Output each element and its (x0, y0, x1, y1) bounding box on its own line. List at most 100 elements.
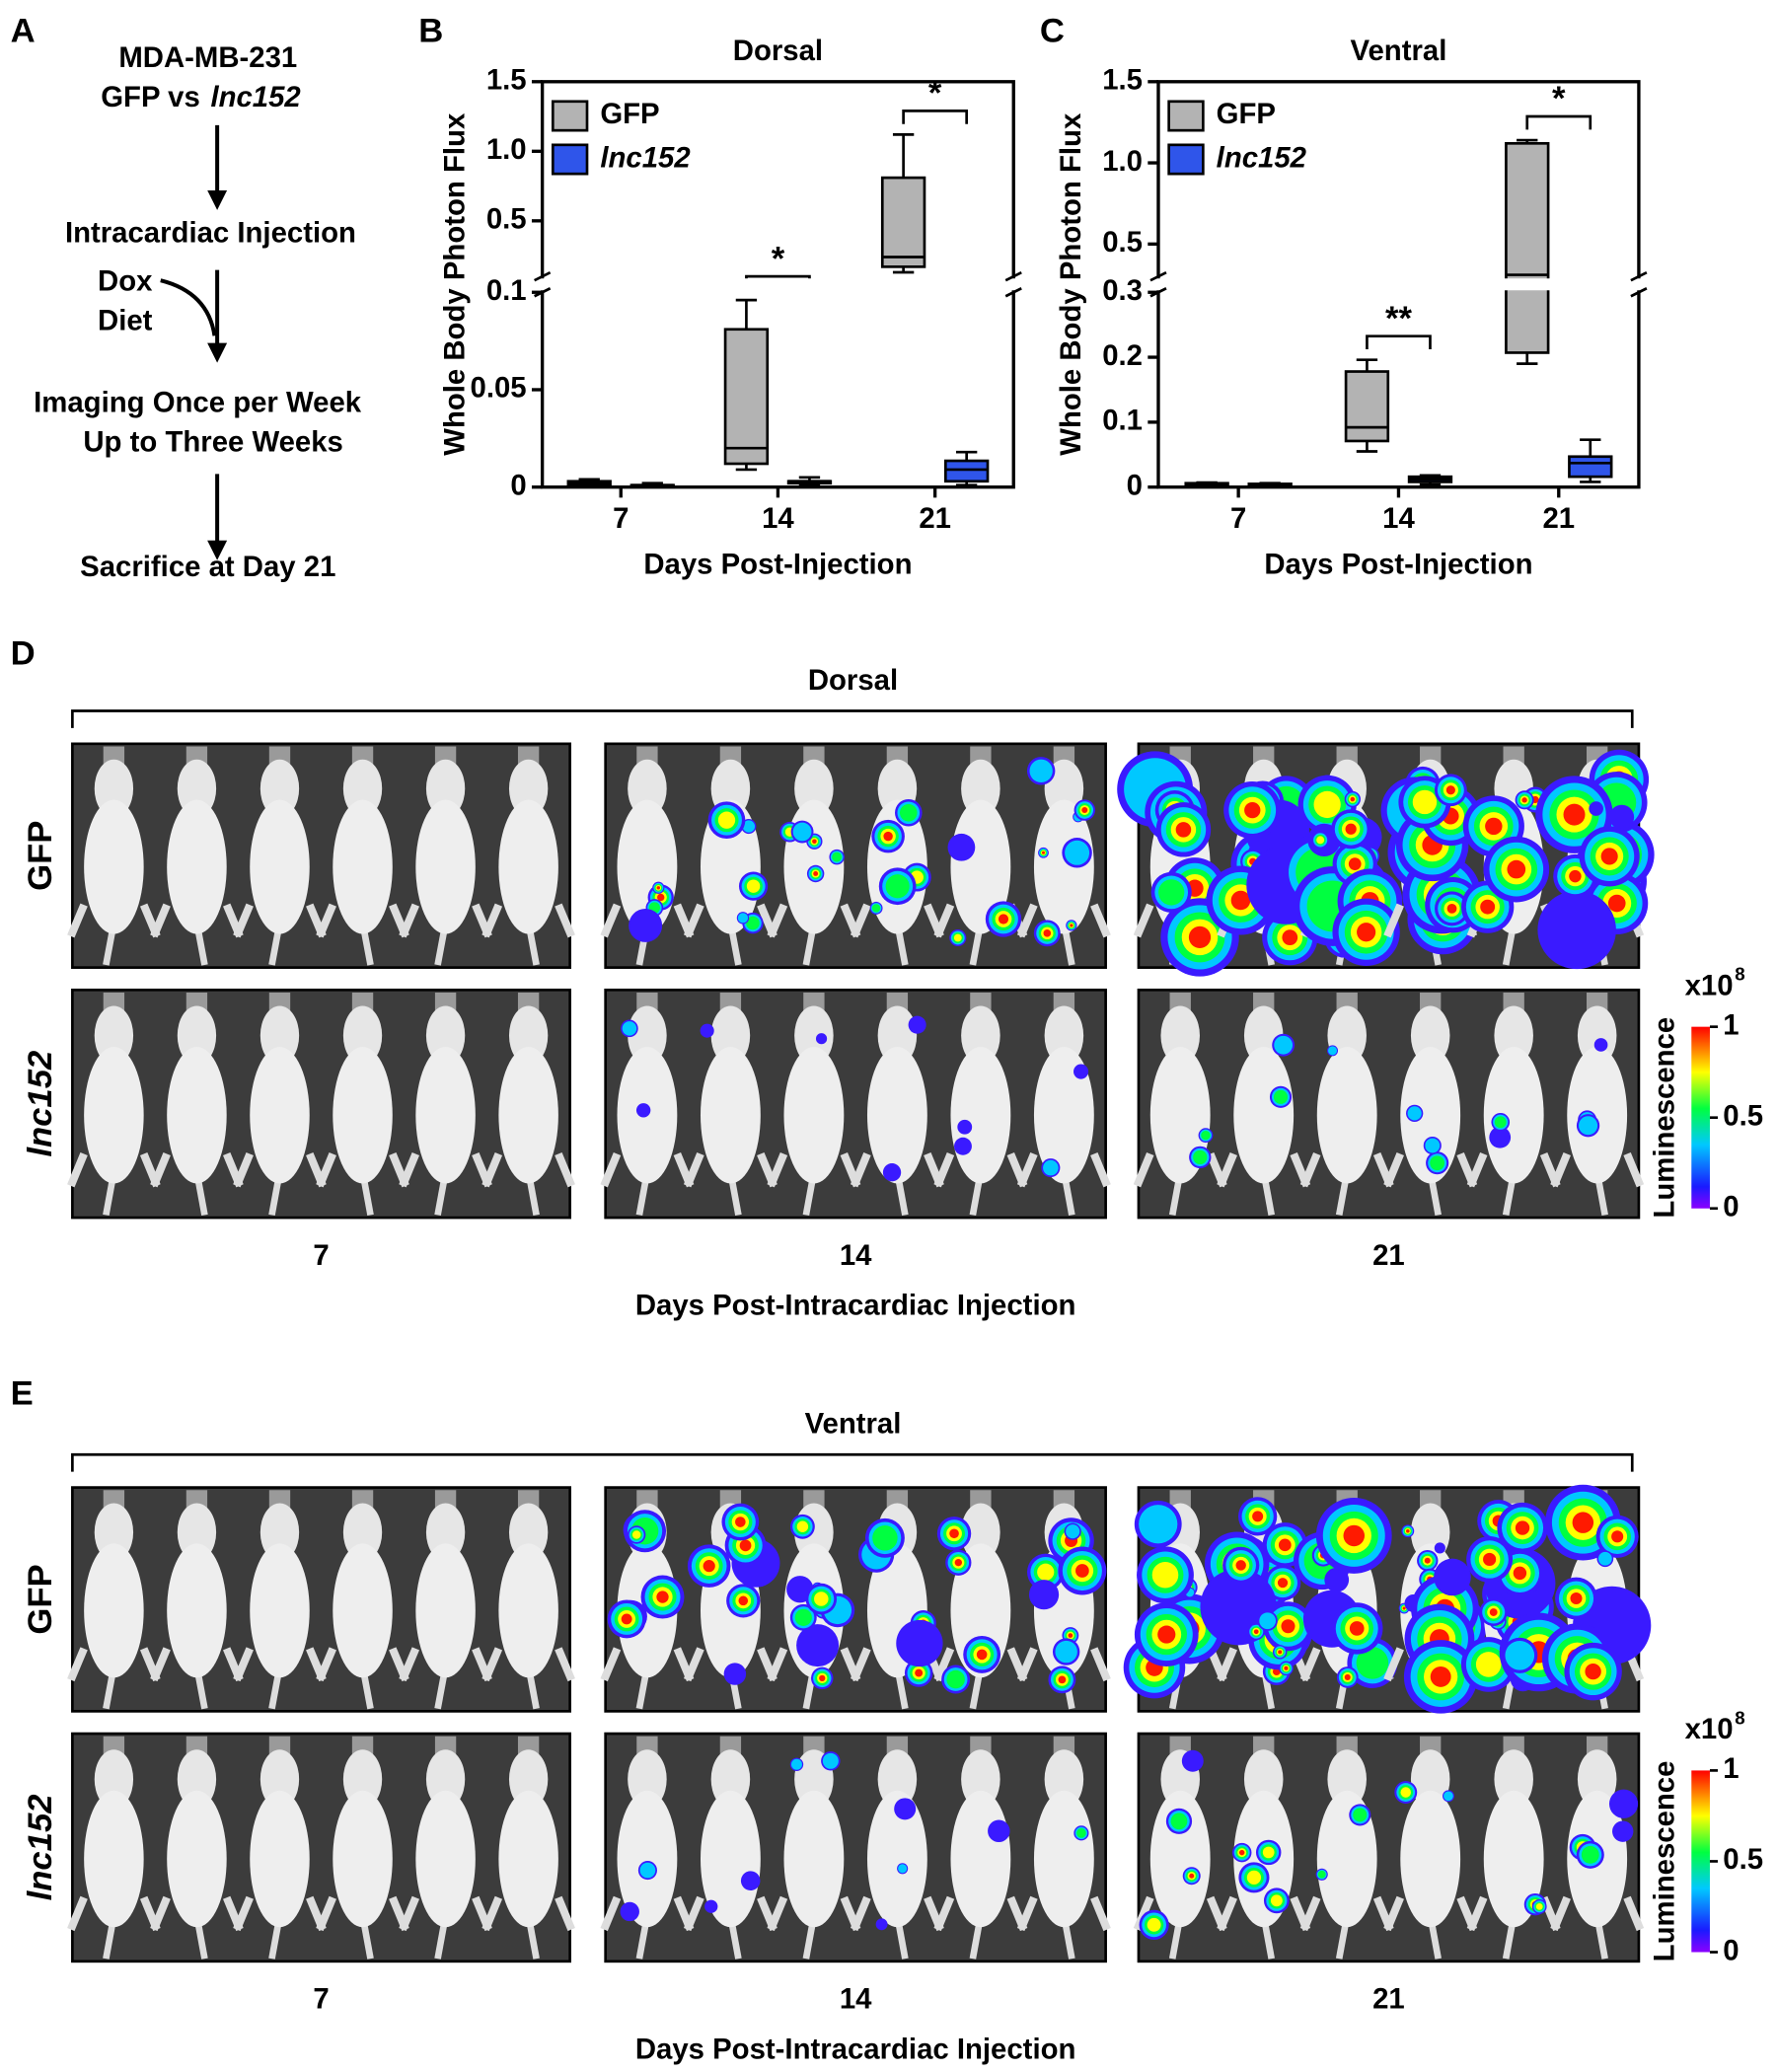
mouse-body (783, 1047, 845, 1184)
mouse-body (333, 1790, 393, 1928)
mouse-body (1483, 1047, 1544, 1184)
signal (894, 1798, 917, 1820)
leg (850, 1151, 871, 1188)
y-tick-label: 0.3 (1102, 274, 1143, 307)
signal (1597, 1551, 1612, 1566)
leg (1550, 1151, 1571, 1188)
leg (67, 1151, 88, 1188)
mouse-body (1400, 1790, 1461, 1928)
mouse-body (250, 1047, 310, 1184)
leg (233, 1895, 254, 1932)
mouse-head (1577, 1005, 1617, 1066)
signal (1282, 929, 1298, 946)
leg (683, 1895, 704, 1932)
panel-label: A (11, 13, 36, 50)
signal (1313, 790, 1341, 819)
signal (1230, 890, 1251, 911)
legend-swatch (1167, 100, 1205, 132)
box (943, 459, 990, 483)
y-tick-label: 1.0 (486, 133, 527, 166)
signal (1058, 1675, 1067, 1684)
signal (957, 1119, 973, 1135)
leg (600, 903, 622, 938)
signal (1073, 1064, 1089, 1079)
x-axis-label: Days Post-Intracardiac Injection (635, 1290, 1076, 1322)
mouse-head (177, 1503, 217, 1562)
image-panel (600, 1732, 1111, 1963)
image-panel (67, 1732, 575, 1963)
leg (1466, 1895, 1488, 1932)
leg (67, 1895, 88, 1932)
image-panel (600, 1486, 1111, 1713)
leg (1133, 1151, 1154, 1188)
leg (316, 903, 336, 938)
mouse-head (508, 1005, 549, 1066)
signal (1037, 1563, 1055, 1581)
leg (1383, 1151, 1404, 1188)
flow-text: MDA-MB-231 (118, 41, 297, 74)
significance-bracket (1366, 334, 1432, 350)
mouse-head (508, 759, 549, 818)
signal (1407, 1106, 1422, 1121)
leg (150, 1151, 171, 1188)
signal (1356, 1647, 1389, 1679)
signal (1188, 925, 1212, 949)
panel-title: Dorsal (808, 664, 898, 697)
signal (1345, 823, 1357, 835)
row-label: GFP (22, 1564, 59, 1634)
signal (1170, 1813, 1188, 1830)
y-tick-label: 1.5 (486, 64, 527, 97)
mouse-body (167, 799, 227, 934)
column-label: 21 (1372, 1239, 1405, 1272)
signal (735, 1517, 746, 1527)
signal (1139, 1505, 1178, 1544)
leg (683, 1647, 704, 1682)
panel-title: Ventral (805, 1408, 902, 1441)
mouse-body (167, 1790, 227, 1928)
signal (1041, 851, 1045, 854)
signal (717, 811, 736, 829)
signal (1483, 1552, 1497, 1567)
mouse-body (415, 799, 476, 934)
signal (1581, 1845, 1599, 1864)
flow-text: Up to Three Weeks (83, 425, 342, 458)
mouse-head (342, 759, 383, 818)
image-panel (600, 742, 1111, 969)
signal (1029, 759, 1053, 782)
image-panel (1133, 988, 1645, 1220)
leg (933, 1151, 955, 1188)
leg (1217, 1895, 1237, 1932)
colorbar-multiplier: x10 (1685, 969, 1734, 1001)
mouse-head (877, 1749, 918, 1810)
signal (1278, 1538, 1292, 1552)
column-label: 21 (1372, 1983, 1405, 2016)
signal (814, 1591, 829, 1606)
mouse-head (177, 1005, 217, 1066)
mouse-head (425, 1005, 466, 1066)
colorbar-label: Luminescence (1649, 1017, 1681, 1219)
leg (555, 903, 575, 938)
leg (555, 1895, 575, 1932)
leg (233, 903, 254, 938)
column-label: 14 (840, 1239, 872, 1272)
significance-bracket (902, 110, 968, 124)
signal (742, 820, 756, 833)
signal (1348, 857, 1362, 870)
x-tick-label: 21 (1542, 502, 1575, 535)
mouse-body (617, 1790, 678, 1928)
mouse-body (1233, 1047, 1295, 1184)
signal (915, 1668, 924, 1677)
chart-title: Dorsal (733, 35, 823, 67)
mouse-body (1567, 1047, 1628, 1184)
image-panel (67, 1486, 575, 1713)
mouse-head (177, 759, 217, 818)
leg (316, 1151, 336, 1188)
signal (1281, 1619, 1296, 1634)
signal (1424, 1557, 1431, 1564)
signal (1572, 1512, 1594, 1533)
leg (1299, 1895, 1321, 1932)
mouse-body (498, 1047, 558, 1184)
mouse-head (961, 759, 1000, 818)
break-mark (1630, 287, 1648, 298)
mouse-body (498, 1790, 558, 1928)
